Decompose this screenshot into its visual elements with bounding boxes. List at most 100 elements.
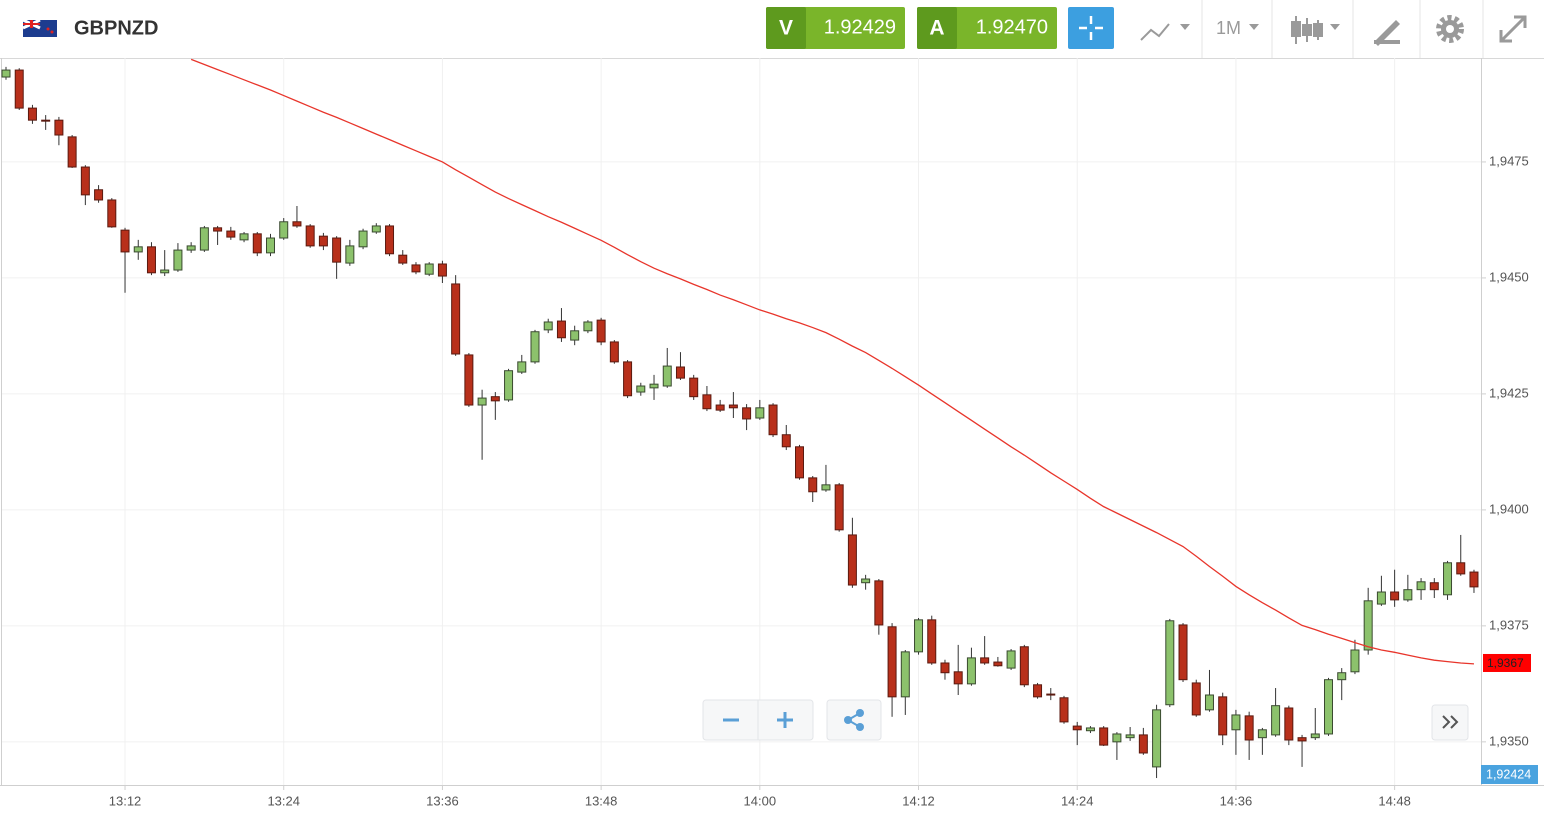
last-price-tag — [1481, 765, 1538, 784]
x-tick-label: 13:48 — [585, 793, 618, 808]
candle-body — [199, 227, 209, 251]
candle-body — [1469, 571, 1479, 588]
y-tick-label: 1,9400 — [1489, 501, 1529, 516]
candle-body — [345, 245, 355, 264]
candle-body — [583, 321, 593, 332]
candle-body — [133, 246, 143, 253]
candle-body — [279, 221, 289, 239]
candle-body — [834, 484, 844, 531]
candle-body — [94, 189, 104, 201]
candle-body — [1284, 707, 1294, 741]
candle-body — [556, 320, 566, 339]
candle-body — [847, 534, 857, 586]
candle-body — [464, 354, 474, 406]
sell-button[interactable]: V 1.92429 — [766, 7, 905, 49]
candle-body — [1152, 709, 1162, 768]
candle-body — [504, 370, 514, 401]
candle-body — [1165, 620, 1175, 706]
x-tick-label: 14:36 — [1220, 793, 1253, 808]
candle-body — [1072, 725, 1082, 731]
candle-body — [993, 661, 1003, 667]
candle-body — [689, 377, 699, 398]
candle-body — [517, 361, 527, 373]
candle-body — [292, 221, 302, 227]
sell-price: 1.92429 — [824, 16, 896, 38]
y-tick-label: 1,9425 — [1489, 385, 1529, 400]
candle-body — [728, 404, 738, 409]
candle-body — [900, 651, 910, 698]
candle-body — [1337, 672, 1347, 681]
candle-body — [649, 383, 659, 389]
buy-button[interactable]: A 1.92470 — [917, 7, 1057, 49]
candle-body — [1, 69, 11, 78]
chart-type-button[interactable] — [1140, 23, 1190, 41]
candle-body — [887, 626, 897, 698]
zoom-control — [702, 699, 814, 741]
candle-body — [1403, 589, 1413, 601]
x-tick-label: 13:36 — [426, 793, 459, 808]
candle-body — [186, 245, 196, 251]
candle-body — [266, 237, 275, 254]
fullscreen-button[interactable] — [1499, 15, 1527, 43]
candle-body — [1006, 650, 1016, 669]
settings-button[interactable] — [1436, 15, 1464, 43]
candle-body — [953, 671, 963, 685]
symbol: GBPNZD — [74, 17, 158, 39]
candle-body — [1218, 696, 1228, 736]
last-price-label: 1,92424 — [1486, 767, 1531, 781]
candle-body — [1297, 737, 1307, 742]
x-tick-label: 13:24 — [267, 793, 300, 808]
x-tick-label: 14:24 — [1061, 793, 1094, 808]
candle-body — [27, 107, 37, 121]
price-tag — [1483, 653, 1531, 672]
candle-body — [1363, 600, 1373, 651]
candle-body — [742, 407, 752, 420]
candle-body — [675, 366, 685, 379]
candle-body — [371, 225, 381, 233]
share-button[interactable] — [826, 699, 882, 741]
candle-body — [305, 225, 315, 247]
candle-body — [1138, 734, 1148, 754]
candle-body — [821, 484, 831, 491]
timeframe-button[interactable]: 1M — [1216, 18, 1259, 38]
candle-body — [1376, 591, 1386, 605]
x-tick-label: 14:12 — [902, 793, 935, 808]
y-tick-label: 1,9375 — [1489, 617, 1529, 632]
candle-body — [160, 269, 170, 274]
x-tick-label: 14:48 — [1378, 793, 1411, 808]
candle-body — [715, 404, 725, 411]
zoom-in[interactable] — [777, 712, 793, 728]
x-tick-label: 13:12 — [109, 793, 142, 808]
candle-body — [636, 385, 646, 393]
candle-body — [530, 331, 540, 363]
candle-body — [623, 361, 633, 397]
candle-body — [332, 237, 342, 263]
timeframe: 1M — [1216, 18, 1241, 38]
candle-body — [107, 199, 117, 228]
candle-body — [1178, 624, 1188, 681]
candle-style-button[interactable] — [1291, 16, 1340, 44]
candle-body — [67, 136, 77, 168]
candle-body — [398, 254, 408, 264]
candle-body — [1429, 582, 1439, 591]
crosshair-button[interactable] — [1068, 7, 1114, 49]
candle-body — [1019, 646, 1029, 686]
candle-body — [1257, 729, 1267, 739]
candle-body — [1191, 682, 1201, 716]
price-tag-label: 1,9367 — [1487, 656, 1524, 670]
candle-body — [54, 119, 64, 136]
candle-body — [596, 319, 606, 343]
candle-body — [1204, 694, 1214, 711]
candle-body — [662, 365, 672, 387]
scroll-right-button[interactable] — [1431, 704, 1469, 741]
draw-button[interactable] — [1374, 20, 1400, 46]
candle-body — [795, 446, 804, 479]
moving-average-line — [190, 58, 1475, 665]
candle-body — [874, 580, 884, 626]
candle-body — [861, 578, 871, 584]
candle-body — [609, 341, 619, 363]
candle-body — [702, 394, 712, 410]
candle-body — [966, 657, 976, 685]
